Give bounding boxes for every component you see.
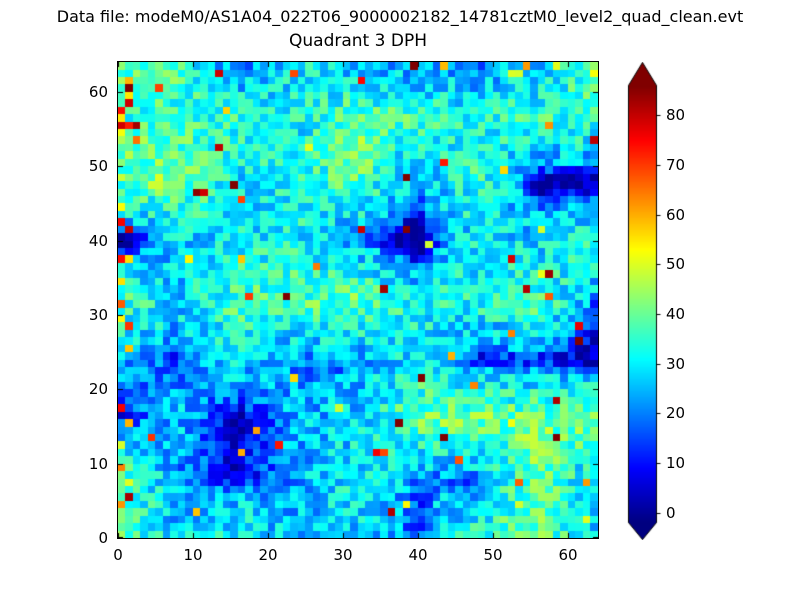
y-tick-label: 30 — [88, 305, 108, 324]
x-tick-label: 40 — [408, 546, 428, 564]
y-tick-label: 60 — [88, 82, 108, 101]
colorbar-tick-label: 50 — [666, 255, 686, 274]
datafile-label: Data file: modeM0/AS1A04_022T06_90000021… — [56, 7, 744, 26]
x-tick-label: 30 — [333, 546, 353, 564]
colorbar — [627, 62, 667, 540]
colorbar-tick-label: 40 — [666, 304, 686, 323]
y-tick-label: 40 — [88, 231, 108, 250]
x-tick-label: 20 — [258, 546, 278, 564]
x-tick-label: 50 — [483, 546, 503, 564]
colorbar-tick-label: 30 — [666, 354, 686, 373]
y-tick-label: 0 — [98, 529, 108, 547]
y-tick-label: 10 — [88, 454, 108, 473]
y-tick-label: 50 — [88, 157, 108, 176]
colorbar-tick-label: 0 — [666, 503, 676, 522]
chart-title: Quadrant 3 DPH — [289, 31, 427, 51]
y-tick-label: 20 — [88, 380, 108, 399]
x-tick-label: 0 — [113, 546, 123, 564]
plot-area — [117, 61, 599, 539]
colorbar-tick-label: 70 — [666, 155, 686, 174]
heatmap-canvas — [117, 61, 599, 539]
colorbar-tick-label: 20 — [666, 404, 686, 423]
x-tick-label: 60 — [558, 546, 578, 564]
colorbar-tick-label: 60 — [666, 205, 686, 224]
colorbar-tick-label: 10 — [666, 453, 686, 472]
x-tick-label: 10 — [183, 546, 203, 564]
colorbar-tick-label: 80 — [666, 106, 686, 125]
